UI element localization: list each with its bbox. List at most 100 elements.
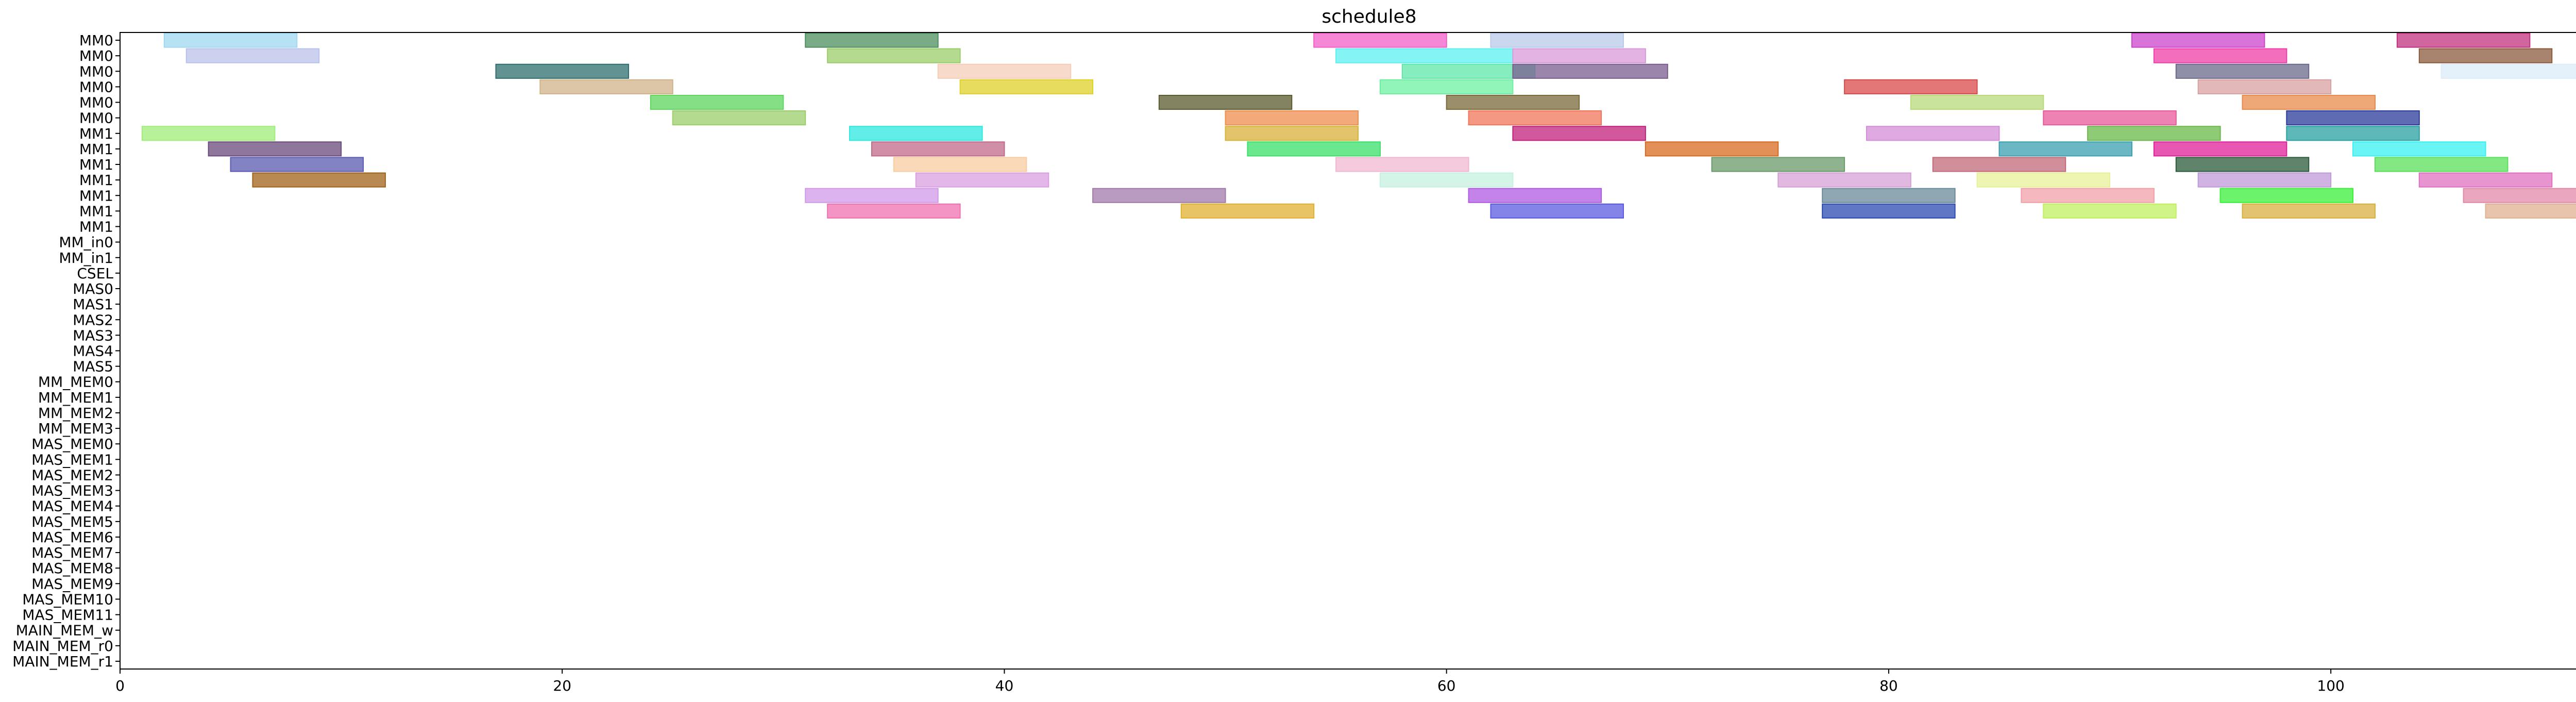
task-bar bbox=[1866, 126, 2000, 141]
task-bar bbox=[959, 79, 1094, 94]
x-tick-label: 40 bbox=[995, 677, 1014, 694]
y-tick-label: MM1 bbox=[79, 172, 113, 189]
y-tick-label: MM1 bbox=[79, 125, 113, 142]
y-tick-label: MAS4 bbox=[73, 343, 113, 360]
task-bar bbox=[2374, 157, 2509, 172]
y-tick-label: MAS_MEM0 bbox=[31, 436, 113, 453]
y-tick-label: MM_MEM2 bbox=[38, 405, 113, 422]
task-bar bbox=[252, 172, 386, 188]
task-bar bbox=[2286, 110, 2420, 126]
task-bar bbox=[2131, 32, 2265, 48]
task-bar bbox=[1777, 172, 1911, 188]
task-bar bbox=[2197, 172, 2332, 188]
task-bar bbox=[650, 94, 784, 110]
axes-frame bbox=[120, 32, 2576, 670]
task-bar bbox=[539, 79, 673, 94]
task-bar bbox=[163, 32, 298, 48]
task-bar bbox=[1247, 141, 1381, 157]
y-tick-label: CSEL bbox=[77, 265, 113, 282]
x-axis-ticks: 0 20 40 60 80 100 bbox=[115, 669, 2345, 694]
task-bar bbox=[1998, 141, 2132, 157]
task-bar bbox=[1512, 126, 1646, 141]
task-bar bbox=[672, 110, 806, 126]
y-tick-label: MM0 bbox=[79, 47, 113, 64]
y-tick-label: MAIN_MEM_w bbox=[16, 622, 113, 639]
task-bar bbox=[1379, 79, 1514, 94]
x-tick-label: 100 bbox=[2317, 677, 2344, 694]
task-bar bbox=[1379, 172, 1514, 188]
y-tick-label: MM_MEM3 bbox=[38, 420, 113, 437]
task-bar bbox=[2286, 126, 2420, 141]
task-bar bbox=[2418, 48, 2553, 63]
y-tick-label: MAS5 bbox=[73, 358, 113, 375]
task-bar bbox=[893, 157, 1027, 172]
task-bar bbox=[1822, 203, 1956, 219]
task-bar bbox=[185, 48, 320, 63]
task-bar bbox=[827, 48, 961, 63]
y-tick-label: MM0 bbox=[79, 63, 113, 80]
y-tick-label: MM0 bbox=[79, 110, 113, 127]
task-bar bbox=[495, 63, 629, 79]
y-tick-label: MAS_MEM7 bbox=[31, 544, 113, 561]
task-bar bbox=[1910, 94, 2044, 110]
task-bar bbox=[1844, 79, 1978, 94]
y-tick-label: MAS_MEM8 bbox=[31, 560, 113, 577]
task-bar bbox=[915, 172, 1049, 188]
task-bar bbox=[1446, 94, 1580, 110]
task-bar bbox=[1468, 188, 1602, 203]
task-bar bbox=[871, 141, 1005, 157]
x-tick-label: 60 bbox=[1437, 677, 1456, 694]
task-bar bbox=[1512, 63, 1668, 79]
task-bar bbox=[2153, 141, 2287, 157]
y-tick-label: MAS1 bbox=[73, 296, 113, 313]
chart-title: schedule8 bbox=[1321, 6, 1416, 27]
task-bar bbox=[1822, 188, 1956, 203]
y-tick-label: MM0 bbox=[79, 78, 113, 95]
task-bar bbox=[230, 157, 364, 172]
y-tick-label: MM1 bbox=[79, 141, 113, 158]
task-bar bbox=[1335, 157, 1469, 172]
task-bar bbox=[937, 63, 1072, 79]
task-bar bbox=[2043, 203, 2177, 219]
task-bar bbox=[2463, 188, 2576, 203]
y-axis-labels: MM0MM0MM0MM0MM0MM0MM1MM1MM1MM1MM1MM1MM1M… bbox=[12, 32, 120, 670]
y-tick-label: MAS3 bbox=[73, 327, 113, 344]
y-tick-label: MM_MEM0 bbox=[38, 374, 113, 391]
task-bar bbox=[849, 126, 983, 141]
task-bar bbox=[2418, 172, 2553, 188]
y-tick-label: MM_in1 bbox=[59, 249, 113, 266]
task-bar bbox=[141, 126, 276, 141]
x-tick-label: 0 bbox=[115, 677, 125, 694]
task-bar bbox=[1512, 48, 1646, 63]
task-bar bbox=[805, 32, 939, 48]
task-bar bbox=[1711, 157, 1845, 172]
task-bar bbox=[2396, 32, 2531, 48]
task-bar bbox=[2043, 110, 2177, 126]
task-bar bbox=[1490, 203, 1624, 219]
task-bar bbox=[1180, 203, 1315, 219]
task-bar bbox=[1976, 172, 2111, 188]
y-tick-label: MAIN_MEM_r0 bbox=[12, 638, 113, 655]
task-bar bbox=[1645, 141, 1779, 157]
y-tick-label: MAS_MEM9 bbox=[31, 575, 113, 592]
y-tick-label: MAS_MEM4 bbox=[31, 498, 113, 515]
task-bar bbox=[208, 141, 342, 157]
y-tick-label: MAS0 bbox=[73, 280, 113, 297]
y-tick-label: MM_MEM1 bbox=[38, 389, 113, 406]
y-tick-label: MAS_MEM6 bbox=[31, 529, 113, 546]
y-tick-label: MM0 bbox=[79, 94, 113, 111]
y-tick-label: MAS_MEM1 bbox=[31, 451, 113, 468]
task-bar bbox=[1092, 188, 1226, 203]
task-bar bbox=[1158, 94, 1293, 110]
task-bar bbox=[2175, 63, 2310, 79]
y-tick-label: MAS_MEM2 bbox=[31, 466, 113, 483]
task-bar bbox=[2242, 203, 2376, 219]
task-bar bbox=[2175, 157, 2310, 172]
task-bar bbox=[2087, 126, 2221, 141]
task-bar bbox=[1225, 110, 1359, 126]
task-bar bbox=[2485, 203, 2576, 219]
y-tick-label: MAS2 bbox=[73, 311, 113, 328]
task-bar bbox=[2197, 79, 2332, 94]
task-bar bbox=[2441, 63, 2576, 79]
